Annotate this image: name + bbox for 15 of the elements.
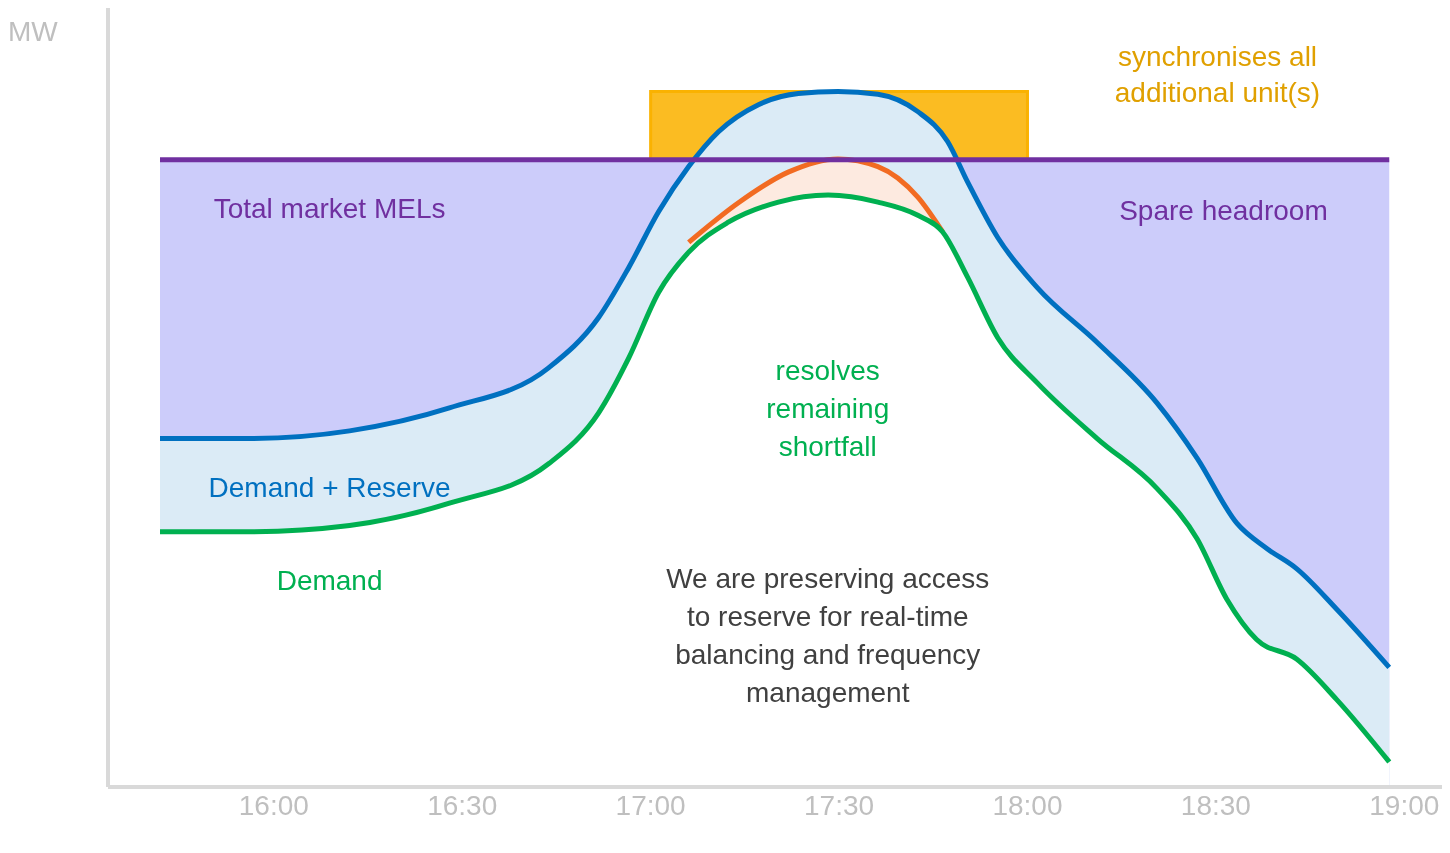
y-axis-title: MW	[8, 16, 58, 48]
x-tick-label: 18:30	[1180, 789, 1251, 821]
annotation: We are preserving access to reserve for real-time balancing and frequency management	[666, 563, 990, 709]
annotation: resolves remaining shortfall	[766, 354, 890, 462]
x-tick-label: 16:30	[427, 789, 498, 821]
x-tick-label: 19:00	[1369, 789, 1440, 821]
x-tick-label: 16:00	[238, 789, 309, 821]
annotation: Spare headroom	[1119, 194, 1328, 226]
x-tick-label: 17:30	[804, 789, 875, 821]
x-tick-label: 17:00	[615, 789, 686, 821]
series-label: Demand + Reserve	[208, 472, 451, 504]
x-tick-label: 18:00	[992, 789, 1063, 821]
band-label: synchronises all additional unit(s)	[1114, 41, 1321, 109]
series-label: Total market MELs	[213, 193, 446, 225]
series-label: Demand	[276, 565, 383, 597]
